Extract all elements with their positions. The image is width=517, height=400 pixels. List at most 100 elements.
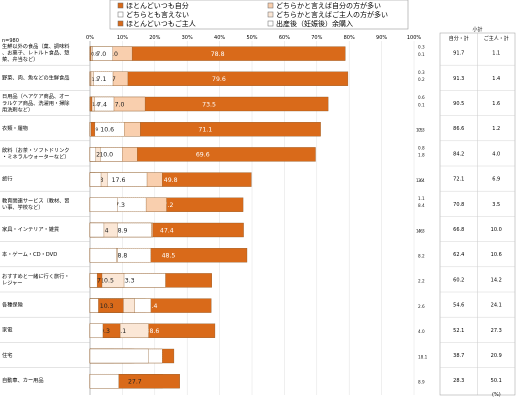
- subtotal-value: 10.6: [491, 252, 502, 258]
- bar-data-label: 2.2: [418, 279, 425, 284]
- bar-data-label: 79.6: [212, 76, 226, 83]
- bar-data-label: 1.1: [92, 77, 99, 82]
- bar-data-label: 10.5: [100, 278, 114, 285]
- bar-data-label: 1.8: [418, 153, 425, 158]
- category-label: おすすめと一緒に行く旅行・レジャー: [2, 272, 69, 287]
- subtotal-value: 1.2: [492, 126, 500, 132]
- subtotal-value: 1.4: [492, 76, 500, 82]
- subtotal-value: 91.7: [453, 51, 464, 57]
- bar-segment: [89, 222, 105, 238]
- subtotal-value: 10.0: [491, 227, 502, 233]
- bar-data-label: 47.4: [160, 227, 174, 234]
- bar-segment-pattern: [89, 197, 147, 212]
- bar-data-label: 1.6: [416, 228, 423, 233]
- bar-segment: [89, 298, 99, 313]
- category-label: 衣類・履物: [2, 124, 28, 132]
- bar-data-label: 8.4: [418, 203, 425, 208]
- category-label: 家具・インテリア・雑貨: [2, 225, 59, 233]
- bar-data-label: 7.0: [96, 51, 106, 58]
- bar-data-label: 10.3: [100, 303, 114, 310]
- bar-segment: [89, 71, 91, 86]
- category-label: 各種保険: [2, 300, 24, 308]
- bar-data-label: 0.1: [418, 52, 425, 57]
- bar-data-label: 18.9: [114, 227, 128, 234]
- bar-segment: [89, 147, 97, 162]
- subtotal-value: 86.6: [453, 126, 464, 132]
- x-tick-label: 50%: [246, 35, 257, 41]
- bar-data-label: 73.5: [202, 101, 216, 108]
- bar-segment-pattern: [89, 71, 114, 86]
- subtotal-value: 3.5: [492, 202, 500, 208]
- bar-data-label: 69.6: [196, 152, 210, 159]
- bar-segment-pattern: [89, 273, 166, 288]
- legend-label: どちらかと言えば自分の方が多い: [276, 1, 381, 10]
- subtotal-value: 91.3: [453, 76, 464, 82]
- bar-data-label: 0.3: [418, 45, 425, 50]
- bar-segment-pattern: [89, 172, 148, 187]
- legend-label: どちらとも言えない: [126, 10, 189, 19]
- sample-size-label: n=980: [2, 38, 19, 44]
- x-tick-label: 80%: [344, 35, 355, 41]
- x-tick-label: 20%: [149, 35, 160, 41]
- bar-data-label: 0.3: [418, 128, 425, 133]
- bar-segment: [89, 122, 92, 137]
- legend-swatch: [267, 11, 274, 18]
- category-label: 教育関連サービス（教材、習い事、学校など）: [2, 196, 69, 211]
- legend-swatch: [267, 20, 274, 27]
- x-axis: 0% 10% 20% 30% 40% 50% 60% 70% 80% 90% 100%: [86, 35, 421, 395]
- subtotal-value: 62.4: [453, 252, 464, 258]
- bar-data-label: 1.5: [416, 128, 423, 133]
- x-tick-label: 0%: [86, 35, 94, 41]
- bar-data-label: 49.8: [164, 177, 178, 184]
- bar-data-label: 9.3: [100, 328, 110, 335]
- subtotal-value: 70.8: [453, 202, 464, 208]
- category-label: 野菜、肉、魚などの生鮮食品: [2, 74, 69, 82]
- bar-data-label: 0.8: [418, 145, 425, 150]
- category-label: 自動車、カー用品: [2, 376, 44, 384]
- bar-segment-pattern: [89, 147, 123, 162]
- category-label: 旅行: [2, 174, 12, 182]
- bar-data-label: 78.8: [211, 51, 225, 58]
- subtotal-header: 小計: [472, 26, 482, 33]
- subtotal-value: 72.1: [453, 177, 464, 183]
- category-label: 生鮮以外の食品（菓、調味料、お菓子、レトルト食品、惣菜、弁当など）: [2, 42, 69, 63]
- x-tick-label: 30%: [182, 35, 193, 41]
- category-label: 日用品（ヘアケア商品、オーラルケア商品、洗濯用・掃除用洗剤など）: [2, 92, 70, 113]
- category-label: 飲料（お茶・ソフトドリンク・ミネラルウォーターなど）: [2, 146, 69, 161]
- subtotal-column-header: ご主人・計: [484, 35, 509, 42]
- category-label: 本・ゲーム・CD・DVD: [2, 250, 57, 258]
- x-tick-label: 90%: [376, 35, 387, 41]
- bar-segment: [89, 374, 120, 389]
- subtotal-value: 1.6: [492, 101, 500, 107]
- legend-label: ほとんどいつもご主人: [126, 19, 196, 28]
- legend-swatch: [117, 2, 124, 9]
- legend-box: [109, 0, 409, 30]
- bar-data-label: 0.8: [91, 52, 98, 57]
- bars: 78.813.07.00.80.30.179.611.77.11.10.30.2…: [89, 45, 428, 389]
- category-label: 家電: [2, 326, 12, 334]
- bar-segment: [89, 248, 117, 263]
- bar-data-label: 8.9: [418, 380, 425, 385]
- subtotal-value: 14.2: [491, 277, 502, 283]
- subtotal-value: 27.3: [491, 328, 502, 334]
- legend-swatch: [267, 2, 274, 9]
- subtotal-value: 6.9: [492, 177, 500, 183]
- bar-data-label: 8.2: [418, 254, 425, 259]
- subtotal-value: 66.8: [453, 227, 464, 233]
- bar-data-label: 17.0: [111, 101, 125, 108]
- bar-data-label: 3.4: [418, 178, 425, 183]
- category-labels: 生鮮以外の食品（菓、調味料、お菓子、レトルト食品、惣菜、弁当など） 野菜、肉、魚な…: [0, 42, 90, 384]
- subtotal-value: 60.2: [453, 277, 464, 283]
- bar-segment: [89, 172, 102, 187]
- unit-note: (%): [492, 392, 501, 398]
- subtotal-value: 84.2: [453, 151, 464, 157]
- bar-data-label: 17.6: [112, 177, 126, 184]
- bar-data-label: 4.0: [418, 329, 425, 334]
- bar-data-label: 4.3: [418, 228, 425, 233]
- bar-data-label: 7.4: [97, 101, 107, 108]
- bar-data-label: 1.4: [92, 102, 99, 107]
- bar-data-label: 18.8: [114, 253, 128, 260]
- legend-label: 出産後（妊娠後）余購入: [276, 19, 353, 28]
- subtotal-value: 24.1: [491, 303, 502, 309]
